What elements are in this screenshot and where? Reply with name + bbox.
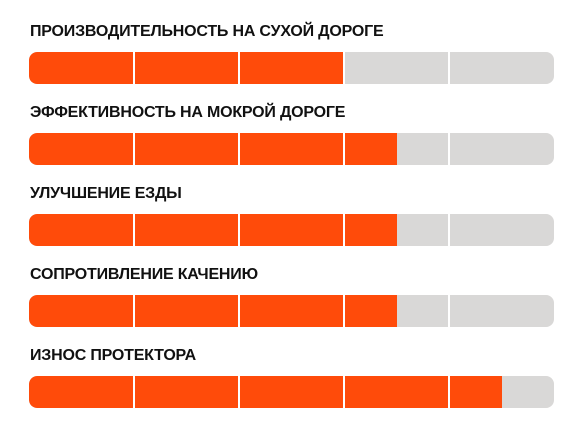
- rating-divider: [133, 214, 135, 246]
- rating-fill: [29, 295, 397, 327]
- rating-fill: [29, 133, 397, 165]
- rating-bar: [29, 133, 554, 165]
- rating-divider: [238, 295, 240, 327]
- rating-bar: [29, 376, 554, 408]
- rating-label: ЭФФЕКТИВНОСТЬ НА МОКРОЙ ДОРОГЕ: [30, 104, 346, 121]
- rating-label: СОПРОТИВЛЕНИЕ КАЧЕНИЮ: [30, 266, 258, 283]
- rating-label: ПРОИЗВОДИТЕЛЬНОСТЬ НА СУХОЙ ДОРОГЕ: [30, 23, 384, 40]
- rating-tread-wear: ИЗНОС ПРОТЕКТОРА: [29, 344, 554, 425]
- rating-fill: [29, 376, 502, 408]
- rating-divider: [133, 133, 135, 165]
- tire-ratings-list: ПРОИЗВОДИТЕЛЬНОСТЬ НА СУХОЙ ДОРОГЕ ЭФФЕК…: [29, 20, 554, 425]
- rating-divider: [448, 214, 450, 246]
- rating-bar: [29, 214, 554, 246]
- rating-divider: [238, 214, 240, 246]
- rating-fill: [29, 214, 397, 246]
- rating-divider: [343, 133, 345, 165]
- rating-divider: [238, 133, 240, 165]
- rating-divider: [133, 295, 135, 327]
- rating-divider: [343, 214, 345, 246]
- rating-divider: [448, 52, 450, 84]
- rating-wet-performance: ЭФФЕКТИВНОСТЬ НА МОКРОЙ ДОРОГЕ: [29, 101, 554, 182]
- rating-divider: [343, 295, 345, 327]
- rating-rolling-resistance: СОПРОТИВЛЕНИЕ КАЧЕНИЮ: [29, 263, 554, 344]
- rating-ride-comfort: УЛУЧШЕНИЕ ЕЗДЫ: [29, 182, 554, 263]
- rating-divider: [238, 376, 240, 408]
- rating-fill: [29, 52, 344, 84]
- rating-label: ИЗНОС ПРОТЕКТОРА: [30, 347, 196, 364]
- rating-divider: [343, 52, 345, 84]
- rating-divider: [448, 133, 450, 165]
- rating-divider: [448, 376, 450, 408]
- rating-divider: [238, 52, 240, 84]
- rating-divider: [133, 52, 135, 84]
- rating-bar: [29, 295, 554, 327]
- rating-divider: [448, 295, 450, 327]
- rating-dry-performance: ПРОИЗВОДИТЕЛЬНОСТЬ НА СУХОЙ ДОРОГЕ: [29, 20, 554, 101]
- rating-divider: [343, 376, 345, 408]
- rating-divider: [133, 376, 135, 408]
- rating-label: УЛУЧШЕНИЕ ЕЗДЫ: [30, 185, 182, 202]
- rating-bar: [29, 52, 554, 84]
